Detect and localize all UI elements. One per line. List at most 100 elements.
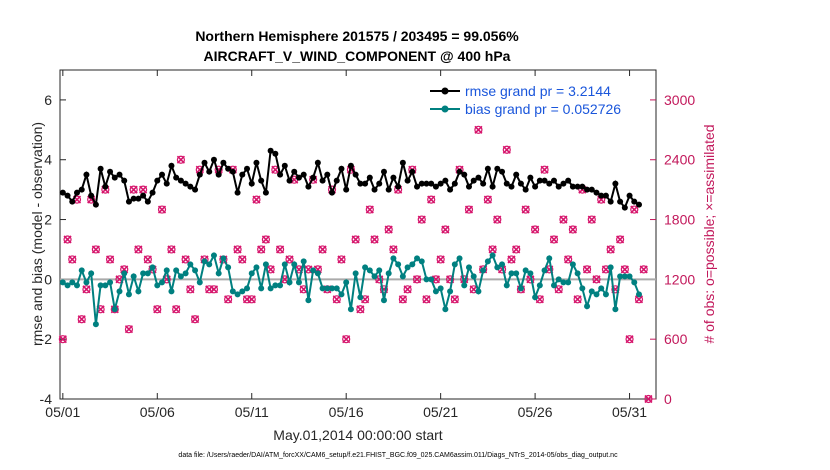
rmse-point: [163, 180, 170, 187]
obs-count-marker: [209, 285, 219, 294]
rmse-point: [300, 171, 307, 178]
bias-point: [347, 306, 354, 313]
rmse-point: [366, 174, 373, 181]
bias-point: [414, 255, 421, 262]
obs-count-marker: [573, 295, 582, 304]
rmse-point: [305, 183, 312, 190]
bias-point: [159, 279, 166, 286]
obs-count-marker: [261, 235, 271, 244]
bias-point: [461, 282, 468, 289]
bias-point: [229, 288, 236, 295]
rmse-point: [343, 186, 350, 193]
obs-count-marker: [587, 215, 596, 224]
bias-point: [390, 255, 397, 262]
rmse-point: [97, 165, 104, 172]
rmse-point: [385, 186, 392, 193]
rmse-point: [399, 159, 406, 166]
rmse-point: [333, 177, 340, 184]
obs-count-marker: [521, 205, 530, 214]
rmse-point: [380, 168, 387, 175]
rmse-point: [192, 186, 199, 193]
bias-point: [631, 279, 638, 286]
rmse-point: [451, 180, 458, 187]
rmse-point: [177, 177, 184, 184]
bias-point: [324, 285, 331, 292]
bias-point: [338, 291, 345, 298]
rmse-point: [517, 180, 524, 187]
bias-point: [111, 306, 118, 313]
rmse-point: [248, 180, 255, 187]
obs-count-marker: [559, 215, 568, 224]
obs-count-marker: [332, 295, 341, 304]
bias-point: [423, 276, 430, 283]
obs-count-marker: [436, 255, 445, 264]
obs-count-marker: [564, 255, 573, 264]
x-axis-label: May.01,2014 00:00:00 start: [273, 427, 443, 443]
obs-count-marker: [351, 235, 360, 244]
rmse-point: [546, 180, 553, 187]
bias-point: [546, 255, 553, 262]
rmse-point: [602, 192, 609, 199]
bias-point: [225, 264, 232, 271]
series-layer: [59, 147, 642, 328]
obs-count-marker: [384, 225, 393, 234]
bias-point: [144, 270, 151, 277]
bias-point: [352, 270, 359, 277]
bias-point: [456, 255, 463, 262]
legend-bias-marker: [441, 105, 449, 113]
obs-count-marker: [153, 305, 162, 314]
rmse-point: [347, 162, 354, 169]
bias-point: [574, 270, 581, 277]
obs-count-marker: [247, 295, 256, 304]
obs-count-marker: [512, 245, 521, 254]
bias-point: [522, 267, 529, 274]
rmse-point: [154, 177, 161, 184]
x-tick-label: 05/31: [612, 404, 647, 420]
rmse-point: [536, 177, 543, 184]
chart-title-line1: Northern Hemisphere 201575 / 203495 = 99…: [195, 28, 519, 44]
bias-point: [513, 270, 520, 277]
bias-point: [617, 273, 624, 280]
y-tick-label-right: 0: [664, 391, 672, 407]
x-tick-label: 05/06: [140, 404, 175, 420]
bias-point: [484, 258, 491, 265]
rmse-point: [617, 198, 624, 205]
bias-point: [97, 282, 104, 289]
obs-count-marker: [474, 125, 483, 134]
rmse-point: [631, 198, 638, 205]
bias-point: [395, 261, 402, 268]
y-tick-label-left: 0: [44, 271, 52, 287]
obs-count-marker: [592, 275, 601, 284]
bias-point: [107, 279, 114, 286]
bias-point: [418, 258, 425, 265]
bias-point: [376, 267, 383, 274]
bias-point: [59, 279, 66, 286]
rmse-point: [428, 180, 435, 187]
obs-count-marker: [507, 255, 516, 264]
y-tick-label-right: 1200: [664, 271, 695, 287]
bias-point: [343, 279, 350, 286]
rmse-point: [456, 168, 463, 175]
rmse-point: [465, 183, 472, 190]
rmse-point: [593, 189, 600, 196]
obs-count-marker: [630, 205, 639, 214]
rmse-point: [635, 201, 642, 208]
bias-point: [579, 285, 586, 292]
y-tick-label-left: -2: [40, 331, 53, 347]
bias-point: [602, 291, 609, 298]
rmse-point: [532, 183, 539, 190]
bias-point: [291, 261, 298, 268]
obs-count-marker: [568, 225, 577, 234]
bias-point: [182, 270, 189, 277]
rmse-point: [390, 174, 397, 181]
bias-point: [380, 297, 387, 304]
rmse-point: [107, 168, 114, 175]
obs-count-marker: [318, 245, 327, 254]
rmse-point: [423, 180, 430, 187]
bias-point: [300, 258, 307, 265]
bias-point: [508, 270, 515, 277]
bias-point: [480, 267, 487, 274]
obs-count-marker: [157, 205, 167, 214]
rmse-point: [404, 177, 411, 184]
